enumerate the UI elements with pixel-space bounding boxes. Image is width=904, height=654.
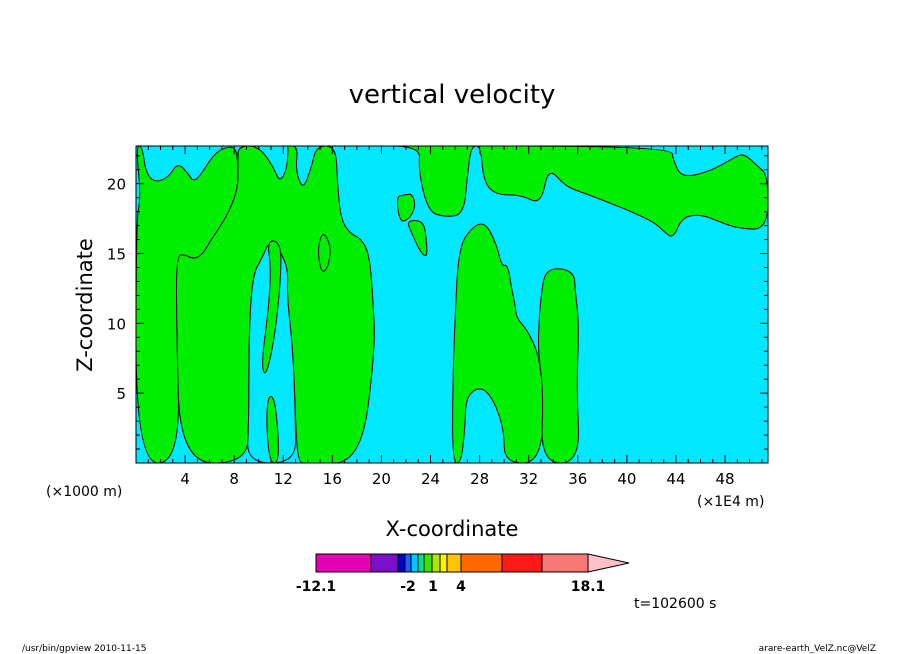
colorbar-label: -2 bbox=[400, 579, 416, 595]
green-island-3 bbox=[318, 234, 331, 272]
footer-left: /usr/bin/gpview 2010-11-15 bbox=[22, 644, 146, 654]
y-axis-label: Z-coordinate bbox=[73, 238, 97, 372]
x-tick-label: 24 bbox=[421, 470, 440, 488]
colorbar-segment bbox=[501, 553, 543, 573]
green-region-2 bbox=[175, 146, 375, 463]
x-tick-label: 20 bbox=[372, 470, 391, 488]
x-axis-label: X-coordinate bbox=[386, 517, 519, 541]
green-region-5 bbox=[537, 268, 580, 463]
green-island-2 bbox=[266, 395, 279, 463]
green-island-1 bbox=[262, 240, 282, 374]
x-scale-note: (×1000 m) bbox=[46, 484, 122, 500]
x-tick-label: 28 bbox=[470, 470, 489, 488]
x-tick-label: 12 bbox=[274, 470, 293, 488]
footer-right: arare-earth_VelZ.nc@VelZ bbox=[759, 644, 876, 654]
colorbar-segment bbox=[460, 553, 503, 573]
chart-title: vertical velocity bbox=[349, 80, 556, 110]
colorbar-segment bbox=[404, 553, 412, 573]
plot-frame bbox=[135, 145, 769, 464]
colorbar-label: 4 bbox=[456, 579, 466, 595]
green-island-5 bbox=[408, 220, 428, 257]
y-axis: 5 10 15 20 bbox=[107, 155, 768, 450]
colorbar-arrow bbox=[587, 553, 630, 573]
colorbar: -12.1 -2 1 4 18.1 bbox=[296, 553, 630, 595]
colorbar-segment bbox=[439, 553, 448, 573]
x-axis: 4 8 12 16 20 24 28 32 36 40 44 48 bbox=[147, 146, 763, 488]
x-unit-note: (×1E4 m) bbox=[697, 494, 764, 510]
contour-regions bbox=[136, 146, 768, 463]
colorbar-segment bbox=[410, 553, 419, 573]
x-tick-label: 8 bbox=[229, 470, 239, 488]
x-tick-label: 44 bbox=[666, 470, 685, 488]
y-tick-label: 15 bbox=[107, 246, 126, 264]
colorbar-segment bbox=[423, 553, 433, 573]
x-tick-label: 40 bbox=[617, 470, 636, 488]
x-tick-label: 32 bbox=[519, 470, 538, 488]
x-tick-label: 16 bbox=[323, 470, 342, 488]
colorbar-segment bbox=[446, 553, 462, 573]
colorbar-label: 1 bbox=[428, 579, 438, 595]
y-tick-label: 20 bbox=[107, 176, 126, 194]
colorbar-segment bbox=[431, 553, 441, 573]
x-tick-label: 48 bbox=[716, 470, 735, 488]
colorbar-segment bbox=[417, 553, 425, 573]
green-region-4 bbox=[452, 223, 544, 463]
green-island-4 bbox=[396, 193, 416, 222]
y-tick-label: 10 bbox=[107, 315, 126, 333]
x-tick-label: 36 bbox=[568, 470, 587, 488]
colorbar-segment bbox=[397, 553, 406, 573]
colorbar-label: -12.1 bbox=[296, 579, 336, 595]
y-tick-label: 5 bbox=[116, 385, 126, 403]
green-region-3 bbox=[363, 146, 768, 237]
colorbar-segment bbox=[541, 553, 589, 573]
colorbar-segment bbox=[315, 553, 372, 573]
colorbar-segment bbox=[370, 553, 399, 573]
colorbar-label: 18.1 bbox=[571, 579, 606, 595]
x-tick-label: 4 bbox=[180, 470, 190, 488]
time-label: t=102600 s bbox=[634, 596, 716, 612]
